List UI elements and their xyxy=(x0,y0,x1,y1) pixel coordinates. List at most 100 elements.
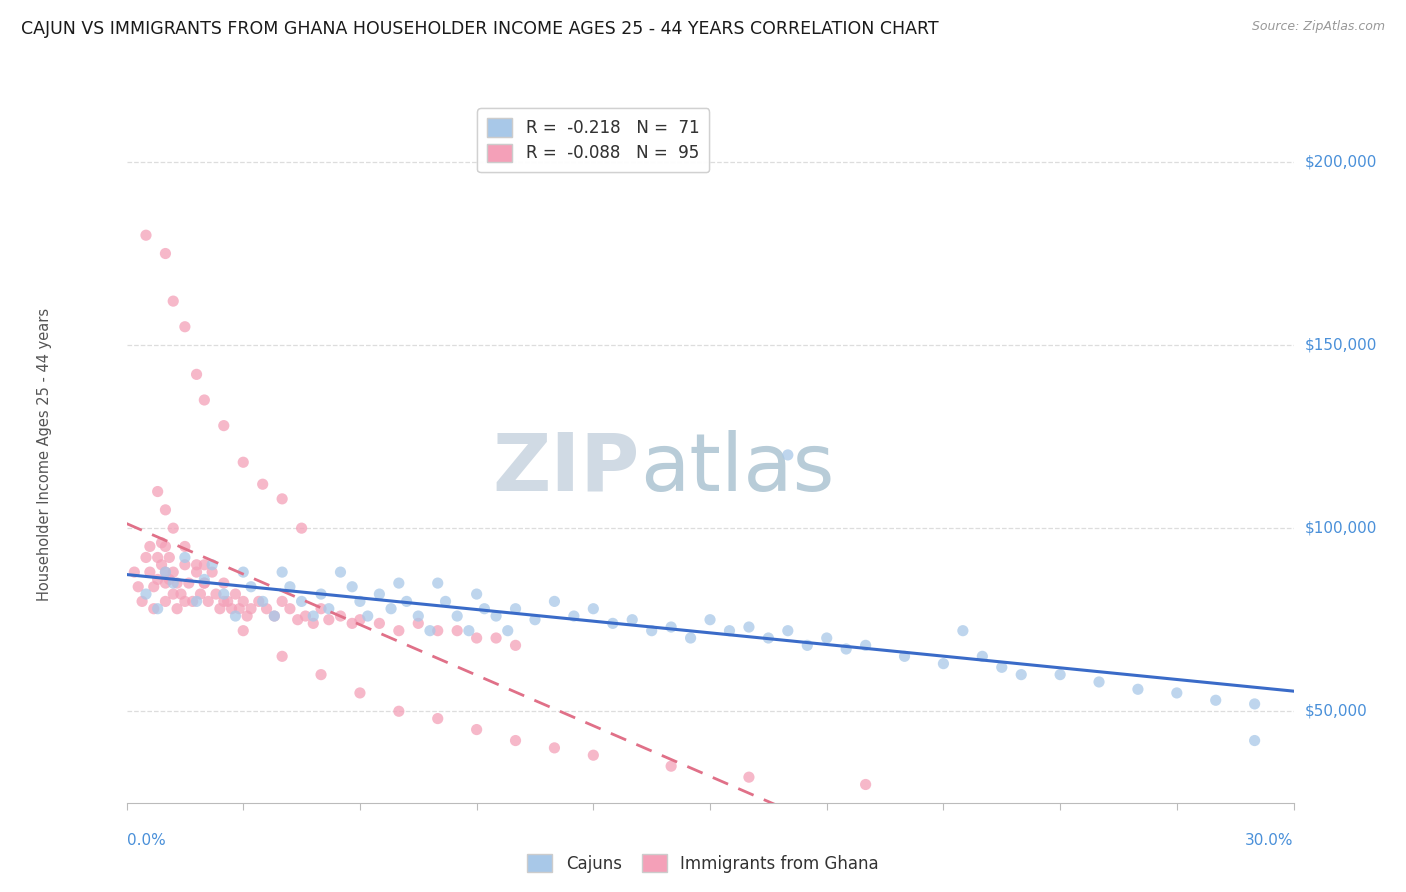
Point xyxy=(659,620,682,634)
Point xyxy=(388,704,411,718)
Point xyxy=(174,550,197,565)
Point xyxy=(157,550,180,565)
Point xyxy=(1126,682,1149,697)
Point xyxy=(174,558,197,572)
Point xyxy=(208,601,231,615)
Legend: R =  -0.218   N =  71, R =  -0.088   N =  95: R = -0.218 N = 71, R = -0.088 N = 95 xyxy=(478,109,709,172)
Text: $150,000: $150,000 xyxy=(1305,337,1376,352)
Point xyxy=(1049,667,1071,681)
Point xyxy=(224,609,246,624)
Point xyxy=(157,573,180,587)
Point xyxy=(835,642,858,657)
Point xyxy=(177,576,200,591)
Text: $200,000: $200,000 xyxy=(1305,154,1376,169)
Point xyxy=(155,594,177,608)
Point xyxy=(155,576,177,591)
Text: CAJUN VS IMMIGRANTS FROM GHANA HOUSEHOLDER INCOME AGES 25 - 44 YEARS CORRELATION: CAJUN VS IMMIGRANTS FROM GHANA HOUSEHOLD… xyxy=(21,20,939,37)
Point xyxy=(776,448,799,462)
Point xyxy=(290,521,312,535)
Point xyxy=(155,540,177,554)
Point xyxy=(465,587,488,601)
Point xyxy=(232,624,254,638)
Point xyxy=(523,613,546,627)
Point xyxy=(505,733,527,747)
Point xyxy=(408,616,430,631)
Point xyxy=(271,594,294,608)
Point xyxy=(395,594,418,608)
Point xyxy=(408,609,430,624)
Point xyxy=(309,587,332,601)
Point xyxy=(162,587,184,601)
Point xyxy=(485,609,508,624)
Point xyxy=(1010,667,1032,681)
Point xyxy=(146,573,169,587)
Point xyxy=(738,620,761,634)
Text: $50,000: $50,000 xyxy=(1305,704,1368,719)
Point xyxy=(135,550,157,565)
Point xyxy=(162,565,184,579)
Point xyxy=(543,594,565,608)
Point xyxy=(162,576,184,591)
Point xyxy=(1088,675,1111,690)
Point xyxy=(302,616,325,631)
Point xyxy=(952,624,974,638)
Point xyxy=(309,667,332,681)
Point xyxy=(426,712,449,726)
Point xyxy=(221,601,243,615)
Point xyxy=(349,613,371,627)
Point xyxy=(232,594,254,608)
Point xyxy=(155,246,177,260)
Point xyxy=(932,657,955,671)
Point xyxy=(485,631,508,645)
Point xyxy=(162,294,184,309)
Point xyxy=(602,616,624,631)
Point xyxy=(434,594,457,608)
Point xyxy=(271,649,294,664)
Point xyxy=(232,455,254,469)
Point xyxy=(474,601,496,615)
Point xyxy=(135,228,157,243)
Point xyxy=(505,601,527,615)
Point xyxy=(329,609,352,624)
Point xyxy=(426,624,449,638)
Point xyxy=(340,580,363,594)
Point xyxy=(796,638,818,652)
Text: Householder Income Ages 25 - 44 years: Householder Income Ages 25 - 44 years xyxy=(38,309,52,601)
Point xyxy=(201,558,224,572)
Point xyxy=(162,521,184,535)
Point xyxy=(142,601,165,615)
Text: ZIP: ZIP xyxy=(492,430,640,508)
Point xyxy=(212,594,235,608)
Point xyxy=(855,777,877,791)
Text: 30.0%: 30.0% xyxy=(1246,833,1294,848)
Point xyxy=(217,594,239,608)
Point xyxy=(201,565,224,579)
Point xyxy=(380,601,402,615)
Point xyxy=(142,580,165,594)
Point xyxy=(349,594,371,608)
Point xyxy=(193,576,215,591)
Point xyxy=(174,319,197,334)
Point xyxy=(426,576,449,591)
Point xyxy=(302,609,325,624)
Point xyxy=(263,609,285,624)
Point xyxy=(855,638,877,652)
Point xyxy=(150,558,173,572)
Point xyxy=(186,558,208,572)
Point xyxy=(263,609,285,624)
Point xyxy=(278,580,301,594)
Point xyxy=(340,616,363,631)
Point xyxy=(349,686,371,700)
Point xyxy=(294,609,316,624)
Point xyxy=(641,624,664,638)
Point xyxy=(240,601,263,615)
Point xyxy=(318,601,340,615)
Point xyxy=(465,631,488,645)
Point xyxy=(972,649,994,664)
Point xyxy=(131,594,153,608)
Point xyxy=(543,740,565,755)
Point xyxy=(146,601,169,615)
Point xyxy=(174,594,197,608)
Point xyxy=(368,587,391,601)
Point xyxy=(150,536,173,550)
